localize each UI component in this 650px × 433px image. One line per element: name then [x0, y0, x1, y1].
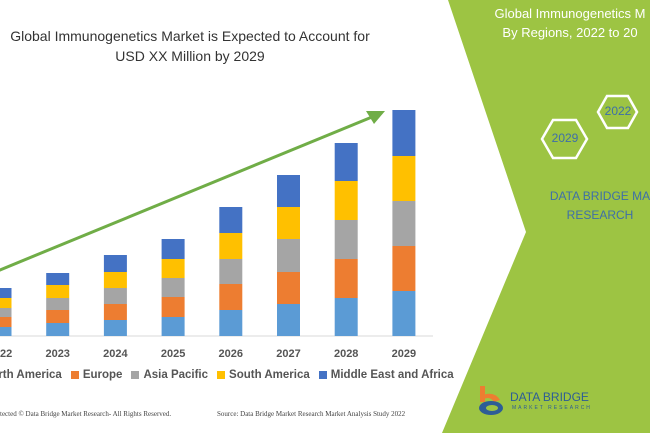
bar-segment-2024-asia-pacific — [103, 288, 127, 304]
hexagon-2029-icon — [540, 118, 589, 160]
title-line-2: USD XX Million by 2029 — [115, 48, 265, 64]
bar-segment-2025-asia-pacific — [161, 278, 185, 297]
legend-swatch — [131, 371, 140, 379]
logo-text: DATA BRIDGE — [510, 390, 589, 404]
bar-segment-2022-south-america — [0, 298, 12, 308]
bar-segment-2027-europe — [277, 272, 300, 304]
trend-arrow-head-icon — [366, 111, 385, 124]
x-tick-label: 2024 — [103, 348, 128, 360]
bar-segment-2029-asia-pacific — [392, 201, 416, 246]
legend-swatch — [318, 371, 327, 379]
hexagon-2022-icon — [596, 94, 639, 130]
bar-segment-2029-middle-east-and-africa — [392, 110, 416, 156]
bar-segment-2025-south-america — [161, 259, 185, 278]
hex-2029-label: 2029 — [551, 131, 579, 145]
legend-item: Asia Pacific — [131, 369, 208, 381]
bar-segment-2024-europe — [103, 304, 127, 320]
bar-segment-2023-middle-east-and-africa — [46, 273, 70, 285]
x-tick-label: 2023 — [45, 348, 69, 360]
bar-segment-2028-north-america — [334, 298, 358, 336]
bar-segment-2028-asia-pacific — [334, 220, 358, 259]
copyright-footer: tected © Data Bridge Market Research- Al… — [0, 410, 172, 418]
green-panel-shape — [442, 0, 650, 433]
title-line-1: Global Immunogenetics Market is Expected… — [10, 28, 370, 44]
bar-segment-2023-north-america — [46, 323, 70, 336]
bar-segment-2028-europe — [334, 259, 358, 298]
bar-segment-2027-middle-east-and-africa — [277, 175, 300, 207]
legend-item: South America — [217, 369, 310, 381]
legend-label: Middle East and Africa — [330, 369, 454, 381]
legend-item: Europe — [70, 369, 123, 381]
bar-segment-2024-north-america — [103, 320, 127, 336]
source-footer: Source: Data Bridge Market Research Mark… — [217, 410, 406, 418]
legend-item: Middle East and Africa — [318, 369, 454, 381]
bar-segment-2025-north-america — [161, 317, 185, 336]
chart-title: Global Immunogenetics Market is Expected… — [0, 26, 390, 66]
legend-label: North America — [0, 369, 62, 381]
bar-segment-2027-south-america — [277, 207, 300, 239]
x-tick-label: 2029 — [392, 348, 416, 360]
bar-segment-2026-middle-east-and-africa — [219, 207, 243, 233]
panel-brand-line-1: DATA BRIDGE MA — [549, 189, 650, 203]
trend-arrow-line — [0, 115, 373, 272]
legend-item: North America — [0, 369, 62, 381]
bar-segment-2028-south-america — [334, 181, 358, 220]
panel-title: Global Immunogenetics M By Regions, 2022… — [470, 4, 650, 42]
bar-segment-2023-asia-pacific — [46, 298, 70, 310]
panel-brand: DATA BRIDGE MA RESEARCH — [530, 187, 650, 225]
panel-title-line-1: Global Immunogenetics M — [494, 6, 646, 21]
bar-segment-2024-middle-east-and-africa — [103, 255, 127, 272]
legend-label: Europe — [82, 369, 123, 381]
bar-segment-2025-europe — [161, 297, 185, 317]
chart-legend: North America Europe Asia Pacific South Ame… — [0, 369, 454, 381]
bar-segment-2022-europe — [0, 317, 12, 327]
bar-segment-2028-middle-east-and-africa — [334, 143, 358, 181]
legend-swatch — [70, 371, 79, 379]
logo-subtext: MARKET RESEARCH — [512, 405, 592, 411]
bar-segment-2022-north-america — [0, 327, 12, 336]
bar-segment-2026-europe — [219, 284, 243, 310]
data-bridge-logo-icon — [479, 386, 503, 415]
legend-swatch — [217, 371, 226, 379]
legend-label: Asia Pacific — [143, 369, 209, 381]
bar-segment-2029-south-america — [392, 156, 416, 201]
bar-segment-2026-north-america — [219, 310, 243, 336]
panel-title-line-2: By Regions, 2022 to 20 — [502, 25, 638, 40]
bar-segment-2024-south-america — [103, 272, 127, 288]
bar-segment-2023-europe — [46, 310, 70, 323]
bar-segment-2029-north-america — [392, 291, 416, 336]
bar-segment-2025-middle-east-and-africa — [161, 239, 185, 259]
x-tick-label: 2027 — [276, 348, 300, 360]
panel-brand-line-2: RESEARCH — [566, 208, 634, 222]
bar-segment-2026-south-america — [219, 233, 243, 259]
x-tick-label: 2022 — [0, 348, 12, 360]
bar-segment-2022-middle-east-and-africa — [0, 288, 12, 298]
x-tick-label: 2026 — [219, 348, 243, 360]
legend-label: South America — [229, 369, 310, 381]
stacked-bar-chart: 2022 2023 2024 2025 2026 2027 2028 2029 — [0, 110, 433, 360]
hex-2022-label: 2022 — [604, 104, 632, 118]
bar-segment-2023-south-america — [46, 285, 70, 298]
bar-segment-2026-asia-pacific — [219, 259, 243, 284]
bar-segment-2022-asia-pacific — [0, 308, 12, 317]
x-tick-label: 2028 — [334, 348, 358, 360]
x-tick-label: 2025 — [161, 348, 185, 360]
bar-segment-2027-north-america — [277, 304, 300, 336]
bar-segment-2027-asia-pacific — [277, 239, 300, 272]
bar-segment-2029-europe — [392, 246, 416, 291]
